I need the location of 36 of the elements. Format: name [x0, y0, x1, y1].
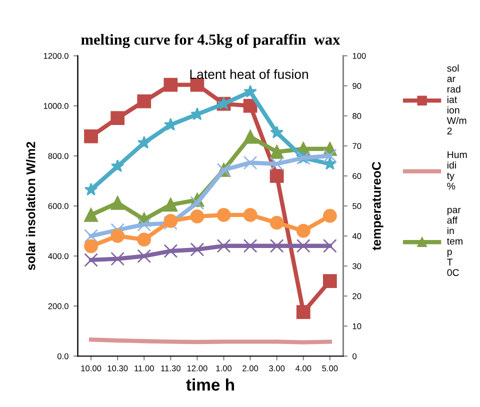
y-tick-label: 600.0	[48, 203, 68, 210]
y2-tick-label: 80	[352, 113, 362, 119]
y2-axis-title: temperatureoC	[372, 162, 384, 250]
legend-label: Humidity %	[446, 151, 467, 190]
y2-tick-label: 0	[352, 353, 357, 360]
y-tick-label: 1200.0	[44, 52, 68, 59]
legend-label: solar radiation W/m2	[446, 64, 466, 134]
y2-tick-label: 40	[352, 233, 362, 240]
x-tick-label: 1.00	[216, 365, 232, 372]
y2-tick-label: 100	[352, 52, 366, 59]
y2-tick-label: 60	[352, 173, 362, 180]
legend-label: paraffin temp T 0C	[446, 208, 462, 276]
x-tick-label: 5.00	[322, 365, 338, 372]
y-tick-label: 400.0	[48, 253, 68, 260]
chart-title: melting curve for 4.5kg of paraffin wax	[81, 34, 340, 48]
x-axis-title: time h	[186, 378, 234, 391]
y2-tick-label: 90	[352, 82, 362, 89]
annotation: Latent heat of fusion	[190, 69, 308, 79]
y-axis-title: solar insolation W/m2	[26, 142, 36, 270]
x-tick-label: 2.00	[242, 365, 258, 372]
y-tick-label: 1000.0	[44, 103, 68, 109]
y2-tick-label: 20	[352, 293, 362, 300]
y2-tick-label: 50	[352, 203, 362, 210]
y-tick-label: 0.0	[57, 353, 68, 360]
y2-tick-label: 10	[352, 323, 362, 330]
x-tick-label: 3.00	[269, 365, 285, 372]
y2-tick-label: 30	[352, 263, 362, 270]
y2-tick-label: 70	[352, 143, 362, 149]
x-tick-label: 4.00	[295, 365, 312, 372]
y-tick-label: 800.0	[48, 153, 68, 159]
x-tick-label: 10.30	[108, 365, 128, 372]
y-tick-label: 200.0	[48, 303, 68, 310]
x-tick-label: 11.30	[161, 365, 180, 372]
x-tick-label: 11.00	[134, 365, 154, 372]
x-tick-label: 10.00	[81, 365, 102, 372]
x-tick-label: 12.00	[187, 365, 208, 372]
